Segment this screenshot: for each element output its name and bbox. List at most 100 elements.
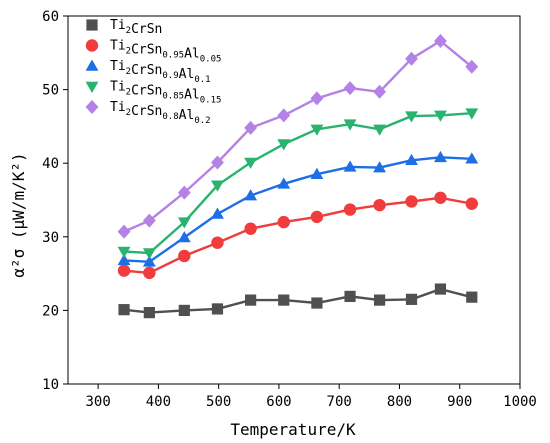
data-point [343,203,357,216]
x-tick-label: 500 [206,394,231,410]
series-line [123,156,472,264]
x-axis-label: Temperature/K [230,420,356,439]
data-point [244,222,257,235]
series-3 [117,150,479,267]
legend-entry-2: Ti2CrSn0.95Al0.05 [85,39,221,65]
legend-marker [85,39,99,52]
y-tick-label: 30 [42,230,59,246]
data-point [143,266,156,280]
data-point [311,297,323,309]
legend: Ti2CrSnTi2CrSn0.95Al0.05Ti2CrSn0.9Al0.1T… [85,18,221,126]
legend-marker [85,81,99,93]
data-point [211,155,224,170]
legend-label: Ti2CrSn0.9Al0.1 [110,59,211,85]
data-point [343,160,357,172]
legend-entry-3: Ti2CrSn0.9Al0.1 [85,59,211,85]
data-point [211,180,224,192]
data-point [277,177,291,189]
series-4 [117,108,479,260]
data-point [373,124,387,136]
x-tick-label: 900 [447,394,472,410]
data-point [343,81,357,96]
data-point [310,167,324,179]
data-point [373,198,386,212]
data-point [373,294,386,306]
data-point [117,224,131,239]
data-point [434,34,447,49]
legend-label: Ti2CrSn0.95Al0.05 [110,39,221,65]
data-point [278,294,290,306]
data-point [343,119,357,131]
data-point [465,59,479,74]
series-line [123,39,473,233]
legend-marker [85,59,99,71]
data-point [405,111,418,123]
data-point [143,307,155,319]
data-point [310,124,324,136]
series-line [123,112,472,255]
data-point [117,264,131,277]
x-tick-label: 800 [387,394,412,410]
series-line [123,287,473,314]
data-point [277,215,290,229]
data-point [434,191,447,204]
data-point [177,185,191,200]
legend-entry-1: Ti2CrSn [86,18,162,37]
y-axis-label: α²σ (μW/m/K²) [9,152,28,277]
data-point [465,197,478,210]
data-point [405,51,418,66]
plot-marks [117,34,479,319]
plot-frame [67,15,521,385]
data-point [310,91,324,106]
data-point [310,210,324,224]
legend-marker [85,100,99,114]
data-point [434,150,447,163]
series-5 [117,34,479,239]
legend-label: Ti2CrSn0.8Al0.2 [110,100,211,126]
legend-marker [86,19,98,31]
data-point [178,304,190,316]
legend-entry-4: Ti2CrSn0.85Al0.15 [85,80,221,106]
data-point [277,139,291,151]
data-point [466,291,478,303]
series-1 [118,283,478,319]
data-point [373,161,387,173]
y-tick-label: 10 [42,377,59,393]
data-point [373,84,387,99]
data-point [405,195,418,208]
data-point [405,153,418,166]
data-point [118,304,130,316]
data-point [211,303,224,315]
data-point [142,248,156,260]
data-point [178,249,191,263]
data-point [142,255,156,267]
axes: 300 400 500 600 700 800 900 1000 10 20 30 40 50 60 [42,9,537,410]
y-tick-label: 40 [42,156,59,172]
data-point [177,217,191,229]
x-tick-label: 400 [146,394,171,410]
x-tick-label: 300 [85,394,110,410]
data-point [245,294,257,306]
data-point [465,108,479,120]
data-point [465,152,479,164]
legend-label: Ti2CrSn0.85Al0.15 [110,80,221,106]
data-point [244,189,258,201]
series-2 [117,191,478,280]
data-point [434,110,447,122]
data-point [142,213,156,228]
series-line [123,196,473,275]
data-point [211,207,224,219]
data-point [117,253,131,266]
y-tick-label: 50 [42,83,59,99]
data-point [277,108,291,123]
data-point [344,290,356,303]
data-point [211,236,224,249]
y-tick-label: 20 [42,303,59,319]
data-point [244,120,258,135]
data-point [244,157,258,169]
y-tick-label: 60 [42,9,59,25]
data-point [177,231,191,243]
x-tick-label: 600 [266,394,291,410]
data-point [405,293,418,305]
